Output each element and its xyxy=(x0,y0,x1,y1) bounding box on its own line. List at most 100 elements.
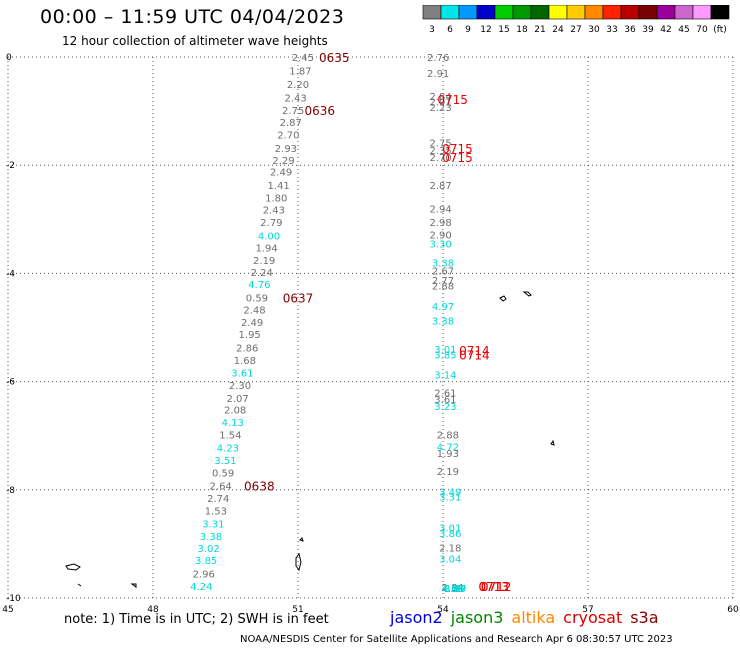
swh-point: 2.43 xyxy=(263,206,285,217)
scale-label: 9 xyxy=(465,25,471,35)
swh-point: 4.23 xyxy=(217,444,239,455)
y-tick-label: -4 xyxy=(6,269,15,279)
x-tick-label: 57 xyxy=(582,605,593,615)
swh-point: 2.86 xyxy=(236,344,258,355)
swh-point: 3.23 xyxy=(434,402,456,413)
swh-point: 2.49 xyxy=(241,318,263,329)
swh-point: 2.76 xyxy=(427,53,449,64)
scale-swatch xyxy=(710,5,730,20)
swh-point: 2.79 xyxy=(260,218,282,229)
scale-label: 24 xyxy=(552,25,564,35)
swh-point: 4.76 xyxy=(248,280,270,291)
coastline-fragment xyxy=(299,537,304,542)
swh-point: 2.84 xyxy=(442,583,464,594)
swh-point: 2.98 xyxy=(429,218,451,229)
time-label: 0638 xyxy=(244,479,275,493)
scale-label: 15 xyxy=(498,25,509,35)
satellite-legend-item: jason3 xyxy=(450,608,504,627)
swh-point: 1.95 xyxy=(239,330,261,341)
satellite-legend-item: jason2 xyxy=(390,608,443,627)
swh-point: 3.01 xyxy=(434,345,456,356)
swh-point: 4.68 xyxy=(442,584,464,595)
scale-label: 27 xyxy=(570,25,581,35)
y-tick-label: 0 xyxy=(6,53,12,63)
y-tick-label: -10 xyxy=(6,594,21,604)
swh-point: 0.59 xyxy=(212,468,234,479)
time-label: 0714 xyxy=(459,349,490,363)
scale-label: 30 xyxy=(588,25,600,35)
swh-point: 2.49 xyxy=(270,168,292,179)
swh-point: 2.29 xyxy=(272,156,294,167)
time-label: 0715 xyxy=(442,151,473,165)
satellite-legend-item: cryosat xyxy=(563,608,623,627)
swh-point: 3.02 xyxy=(197,544,219,555)
scale-label: 21 xyxy=(534,25,545,35)
swh-point: 3.31 xyxy=(202,519,224,530)
swh-point: 2.91 xyxy=(429,97,451,108)
swh-point: 2.70 xyxy=(429,153,451,164)
time-label: 0713 xyxy=(478,580,509,594)
swh-point: 4.33 xyxy=(442,584,464,595)
swh-point: 3.85 xyxy=(434,351,456,362)
scale-label: 70 xyxy=(696,25,708,35)
swh-point: 2.84 xyxy=(429,92,451,103)
swh-point: 2.19 xyxy=(253,256,275,267)
swh-point: 1.68 xyxy=(234,356,256,367)
swh-point: 3.61 xyxy=(231,368,253,379)
satellite-legend-item: s3a xyxy=(630,608,659,627)
scale-label: 12 xyxy=(480,25,491,35)
swh-point: 2.70 xyxy=(277,130,299,141)
swh-point: 3.38 xyxy=(432,259,454,270)
swh-point: 3.04 xyxy=(439,555,461,566)
swh-point: 0.59 xyxy=(246,294,268,305)
swh-point: 4.72 xyxy=(437,443,459,454)
swh-point: 2.75 xyxy=(282,106,304,117)
swh-point: 2.67 xyxy=(432,267,454,278)
coastline-fragment xyxy=(130,583,137,588)
scale-label: 18 xyxy=(516,25,528,35)
scale-label: 3 xyxy=(429,25,435,35)
swh-point: 2.74 xyxy=(207,494,229,505)
swh-point: 1.87 xyxy=(289,67,311,78)
swh-point: 2.35 xyxy=(429,146,451,157)
scale-label: 36 xyxy=(624,25,636,35)
swh-point: 4.24 xyxy=(190,582,212,593)
swh-point: 1.54 xyxy=(219,431,241,442)
time-label: 0712 xyxy=(481,580,512,594)
wave-height-color-scale: 3 6 9 12 15 18 21 24 27 30 33 36 39 42 45 70 (ft) xyxy=(422,5,730,35)
swh-point: 2.20 xyxy=(287,80,309,91)
swh-point: 2.43 xyxy=(284,94,306,105)
satellite-legend: jason2 jason3 altika cryosat s3a xyxy=(390,608,667,627)
swh-point: 3.14 xyxy=(434,371,456,382)
time-label: 0636 xyxy=(304,104,335,118)
y-tick-label: -8 xyxy=(6,486,15,496)
swh-point: 3.47 xyxy=(444,584,466,595)
footer-note: note: 1) Time is in UTC; 2) SWH is in fe… xyxy=(64,612,329,627)
swh-point: 2.87 xyxy=(280,118,302,129)
swh-point: 2.07 xyxy=(226,394,248,405)
scale-label: 42 xyxy=(660,25,671,35)
swh-point: 1.41 xyxy=(268,181,290,192)
time-label: 0635 xyxy=(319,51,350,65)
swh-point: 3.19 xyxy=(444,584,466,595)
swh-point: 2.18 xyxy=(439,544,461,555)
scale-label: 39 xyxy=(642,25,654,35)
swh-point: 4.97 xyxy=(432,302,454,313)
swh-point: 3.31 xyxy=(439,492,461,503)
y-tick-label: -2 xyxy=(6,161,15,171)
swh-point: 2.23 xyxy=(429,103,451,114)
swh-point: 3.30 xyxy=(429,240,451,251)
time-label: 0712 xyxy=(481,580,512,594)
x-tick-label: 48 xyxy=(147,605,159,615)
swh-point: 2.48 xyxy=(243,306,265,317)
swh-point: 2.24 xyxy=(251,268,273,279)
swh-point: 3.01 xyxy=(439,524,461,535)
swh-point: 3.85 xyxy=(195,556,217,567)
swh-point: 2.88 xyxy=(432,281,454,292)
swh-point: 3.61 xyxy=(434,395,456,406)
page-title: 00:00 – 11:59 UTC 04/04/2023 xyxy=(40,6,345,28)
swh-point: 2.94 xyxy=(429,204,451,215)
swh-point: 1.53 xyxy=(205,506,227,517)
scale-label: 33 xyxy=(606,25,617,35)
